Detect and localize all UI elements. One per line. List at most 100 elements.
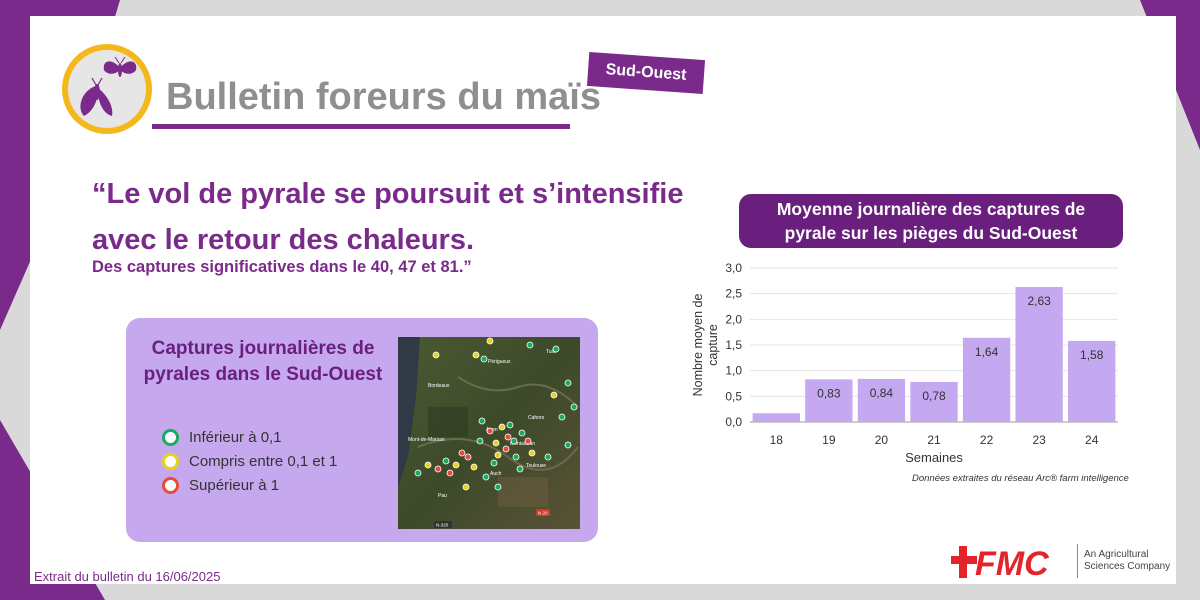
footer-extract-date: Extrait du bulletin du 16/06/2025 xyxy=(34,569,221,584)
map-panel-title-line-1: Captures journalières de xyxy=(151,338,375,359)
page-title: Bulletin foreurs du maïs xyxy=(166,76,601,118)
legend-label: Supérieur à 1 xyxy=(189,476,280,494)
y-tick-label: 3,0 xyxy=(725,261,742,275)
legend-label: Inférieur à 0,1 xyxy=(189,428,282,446)
y-tick-label: 2,0 xyxy=(725,312,742,326)
trap-marker xyxy=(498,423,506,431)
trap-marker xyxy=(558,413,566,421)
trap-marker xyxy=(564,441,572,449)
trap-marker xyxy=(478,417,486,425)
trap-marker xyxy=(502,445,510,453)
data-label: 1,64 xyxy=(975,345,999,359)
bar xyxy=(1015,286,1063,422)
trap-marker xyxy=(518,429,526,437)
bar xyxy=(962,337,1011,422)
map-label: Périgueux xyxy=(488,359,511,365)
data-label: 2,63 xyxy=(1027,294,1051,308)
trap-marker xyxy=(552,345,560,353)
legend-label: Compris entre 0,1 et 1 xyxy=(189,452,338,470)
bar xyxy=(857,378,906,422)
bar-chart: 0,0 0,5 1,0 1,5 2,0 2,5 3,0 18 0,83 19 0,84 20 0,78 2… xyxy=(691,261,1118,465)
trap-marker xyxy=(524,437,532,445)
map-label: Cahors xyxy=(528,415,545,421)
quote-line-3: Des captures significatives dans le 40, … xyxy=(92,258,472,276)
y-tick-label: 0,5 xyxy=(725,389,742,403)
fmc-brand-text: FMC xyxy=(975,545,1049,582)
chart-title-line-1: Moyenne journalière des captures de xyxy=(776,199,1086,219)
trap-marker xyxy=(512,453,520,461)
trap-marker xyxy=(504,433,512,441)
y-tick-label: 1,0 xyxy=(725,364,742,378)
trap-marker xyxy=(458,449,466,457)
x-tick-label: 23 xyxy=(1032,433,1046,447)
trap-marker xyxy=(494,483,502,491)
trap-marker xyxy=(564,379,572,387)
x-tick-label: 22 xyxy=(980,433,994,447)
y-tick-label: 1,5 xyxy=(725,338,742,352)
x-tick-label: 24 xyxy=(1085,433,1099,447)
trap-markers xyxy=(414,337,578,491)
map-label: Bordeaux xyxy=(428,383,450,389)
trap-marker xyxy=(472,351,480,359)
quote-line-2: avec le retour des chaleurs. xyxy=(92,224,475,256)
x-tick-label: 20 xyxy=(875,433,889,447)
chart-source-note: Données extraites du réseau Arc® farm in… xyxy=(912,473,1129,484)
trap-marker xyxy=(446,469,454,477)
quote-line-1: “Le vol de pyrale se poursuit et s’inten… xyxy=(92,178,684,210)
trap-marker xyxy=(452,461,460,469)
map-panel-title-line-2: pyrales dans le Sud-Ouest xyxy=(143,364,383,385)
data-label: 0,78 xyxy=(922,389,946,403)
bar xyxy=(805,379,853,422)
map-label: Mont-de-Marsan xyxy=(408,437,445,443)
trap-marker xyxy=(544,453,552,461)
trap-marker xyxy=(462,483,470,491)
fmc-tagline-line-2: Sciences Company xyxy=(1084,561,1171,572)
trap-marker xyxy=(482,473,490,481)
bar xyxy=(910,381,958,422)
map-label: N 20 xyxy=(538,511,548,516)
legend-dot-icon xyxy=(162,452,179,470)
trap-marker xyxy=(490,459,498,467)
trap-marker xyxy=(492,439,500,447)
y-tick-label: 2,5 xyxy=(725,287,742,301)
legend-item-medium: Compris entre 0,1 et 1 xyxy=(162,452,337,470)
legend-dot-icon xyxy=(162,476,179,494)
fmc-tagline: An Agricultural Sciences Company xyxy=(1084,549,1170,573)
chart-title-line-2: pyrale sur les pièges du Sud-Ouest xyxy=(784,223,1078,243)
legend-dot-icon xyxy=(162,428,179,446)
trap-marker xyxy=(506,421,514,429)
trap-marker xyxy=(424,461,432,469)
map-label: Montauban xyxy=(510,441,535,447)
trap-marker xyxy=(470,463,478,471)
chart-title: Moyenne journalière des captures de pyra… xyxy=(739,194,1123,248)
x-tick-label: 19 xyxy=(822,433,836,447)
trap-marker xyxy=(442,457,450,465)
trap-marker xyxy=(528,449,536,457)
x-tick-label: 21 xyxy=(927,433,941,447)
trap-marker xyxy=(486,427,494,435)
trap-marker xyxy=(414,469,422,477)
trap-map: Bordeaux Mont-de-Marsan Cahors Périgueux… xyxy=(398,337,580,529)
fmc-tagline-line-1: An Agricultural xyxy=(1084,549,1149,560)
trap-marker xyxy=(516,465,524,473)
y-axis-label: Nombre moyen decapture xyxy=(691,294,720,397)
bar xyxy=(1068,340,1116,422)
map-label: Tulle xyxy=(546,349,557,355)
trap-marker xyxy=(550,391,558,399)
trap-marker xyxy=(570,403,578,411)
trap-marker xyxy=(510,437,518,445)
title-underline xyxy=(152,124,570,129)
legend-item-low: Inférieur à 0,1 xyxy=(162,428,282,446)
trap-marker xyxy=(480,355,488,363)
trap-marker xyxy=(476,437,484,445)
data-label: 1,58 xyxy=(1080,348,1104,362)
data-label: 0,83 xyxy=(817,386,841,400)
map-label: Auch xyxy=(490,471,502,477)
y-tick-label: 0,0 xyxy=(725,415,742,429)
trap-marker xyxy=(494,451,502,459)
bar xyxy=(752,413,800,422)
trap-marker xyxy=(526,341,534,349)
trap-marker xyxy=(486,337,494,345)
x-tick-label: 18 xyxy=(770,433,784,447)
map-label: Toulouse xyxy=(526,463,546,469)
